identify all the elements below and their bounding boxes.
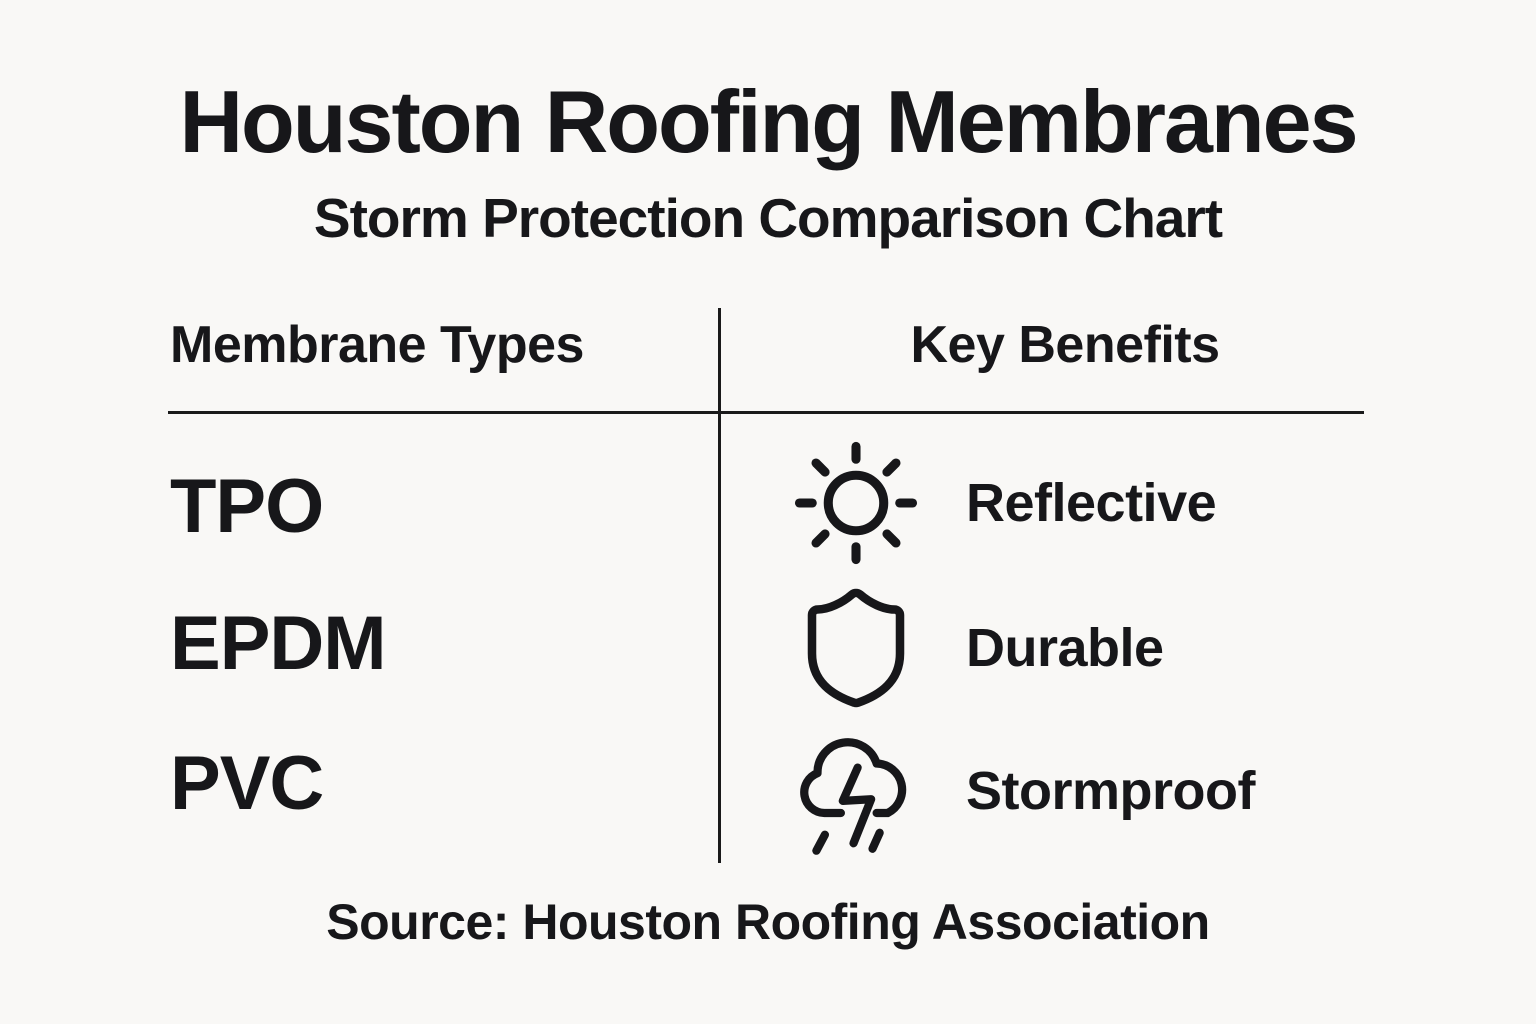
benefit-row-durable: Durable bbox=[790, 582, 1350, 714]
page-title: Houston Roofing Membranes bbox=[179, 72, 1358, 171]
storm-cloud-lightning-icon bbox=[790, 725, 922, 857]
benefit-row-reflective: Reflective bbox=[790, 437, 1350, 569]
header-divider-line bbox=[168, 411, 1364, 414]
membrane-type-epdm: EPDM bbox=[170, 601, 387, 686]
column-header-key-benefits: Key Benefits bbox=[910, 316, 1221, 374]
benefit-label-reflective: Reflective bbox=[966, 473, 1217, 533]
benefit-label-durable: Durable bbox=[966, 618, 1164, 678]
benefit-label-stormproof: Stormproof bbox=[966, 761, 1255, 821]
column-divider-line bbox=[718, 308, 721, 863]
sun-icon bbox=[790, 437, 922, 569]
column-header-membrane-types: Membrane Types bbox=[170, 316, 584, 374]
page-subtitle: Storm Protection Comparison Chart bbox=[313, 187, 1223, 249]
membrane-type-tpo: TPO bbox=[170, 464, 324, 549]
benefit-row-stormproof: Stormproof bbox=[790, 725, 1350, 857]
shield-icon bbox=[790, 582, 922, 714]
source-attribution: Source: Houston Roofing Association bbox=[326, 894, 1210, 950]
membrane-type-pvc: PVC bbox=[170, 741, 324, 826]
